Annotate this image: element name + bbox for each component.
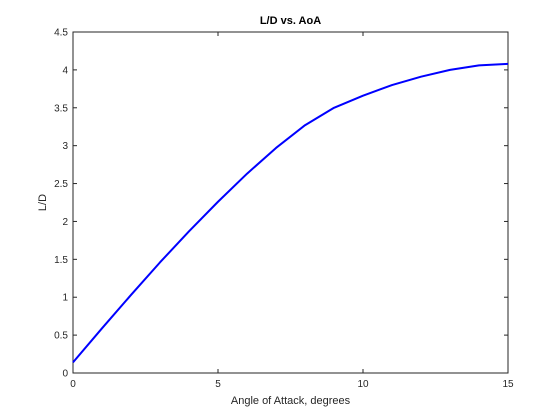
y-tick-label: 2 xyxy=(62,217,68,228)
y-tick-label: 1 xyxy=(62,293,68,304)
x-axis-label: Angle of Attack, degrees xyxy=(231,395,351,407)
y-tick-label: 0 xyxy=(62,369,68,380)
y-axis: 0 0.5 1 1.5 2 2.5 3 3.5 4 4.5 xyxy=(54,28,508,380)
plot-area xyxy=(72,31,509,374)
x-tick-label: 5 xyxy=(215,379,221,390)
y-tick-label: 0.5 xyxy=(54,331,68,342)
y-tick-label: 3 xyxy=(62,141,68,152)
y-tick-label: 4 xyxy=(62,65,68,76)
x-axis: 0 5 10 15 xyxy=(70,32,514,390)
y-axis-label: L/D xyxy=(37,194,49,211)
y-tick-label: 1.5 xyxy=(54,255,68,266)
y-tick-label: 2.5 xyxy=(54,179,68,190)
y-tick-label: 4.5 xyxy=(54,28,68,39)
x-tick-label: 0 xyxy=(70,379,76,390)
y-tick-label: 3.5 xyxy=(54,103,68,114)
x-tick-label: 15 xyxy=(502,379,514,390)
chart-title: L/D vs. AoA xyxy=(260,15,321,27)
series-line xyxy=(72,62,509,364)
x-tick-label: 10 xyxy=(357,379,369,390)
